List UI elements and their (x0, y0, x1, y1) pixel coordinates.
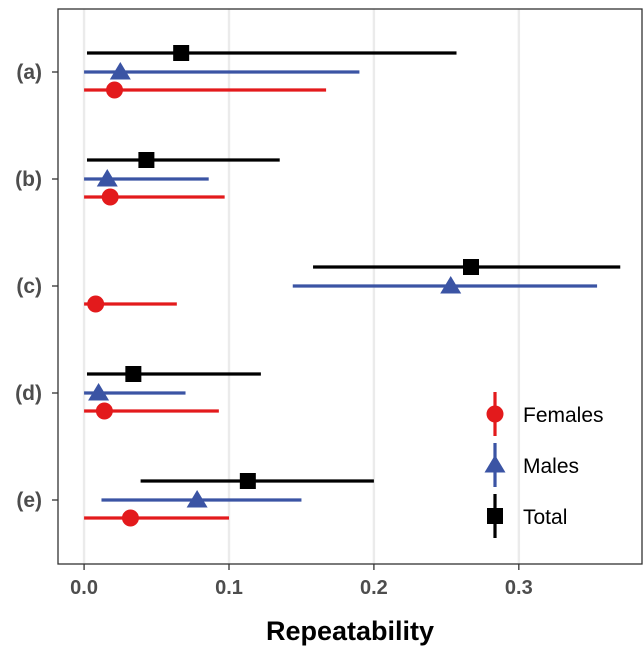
x-tick-label: 0.2 (360, 577, 388, 599)
legend-label-females: Females (523, 404, 604, 427)
x-tick-label: 0.1 (215, 577, 243, 599)
males-point (440, 276, 462, 294)
legend-label-total: Total (523, 506, 567, 529)
y-category-label: (a) (16, 61, 42, 84)
females-point (106, 81, 124, 99)
y-category-label: (c) (16, 275, 42, 298)
females-point (121, 509, 139, 527)
males-point (96, 169, 118, 187)
total-point (239, 473, 256, 489)
y-category-label: (d) (15, 382, 42, 405)
plot-marks (84, 45, 621, 527)
total-point (173, 45, 190, 61)
x-axis-title: Repeatability (266, 616, 434, 646)
y-category-label: (e) (16, 489, 42, 512)
x-tick-label: 0.0 (70, 577, 98, 599)
legend: Females Males Total (484, 392, 604, 538)
total-point (125, 366, 142, 382)
y-axis: (a) (b) (c) (d) (e) (15, 61, 58, 512)
males-point (88, 383, 110, 401)
males-point (109, 62, 131, 80)
females-point (101, 188, 119, 206)
legend-key-marker-total (487, 508, 503, 524)
x-tick-label: 0.3 (505, 577, 533, 599)
females-point (87, 295, 105, 313)
total-point (463, 259, 480, 275)
x-axis: 0.0 0.1 0.2 0.3 (70, 564, 533, 599)
legend-key-marker-females (486, 405, 504, 423)
females-point (95, 402, 113, 420)
total-point (138, 152, 155, 168)
legend-label-males: Males (523, 455, 579, 478)
legend-key-marker-males (484, 455, 506, 473)
males-point (186, 490, 208, 508)
y-category-label: (b) (15, 168, 42, 191)
